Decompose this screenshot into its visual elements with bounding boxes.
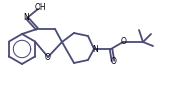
Text: O: O [121, 36, 127, 45]
Text: N: N [92, 44, 98, 53]
Text: O: O [45, 53, 51, 61]
Text: OH: OH [34, 3, 46, 13]
Text: N: N [23, 14, 29, 22]
Text: O: O [111, 58, 117, 66]
